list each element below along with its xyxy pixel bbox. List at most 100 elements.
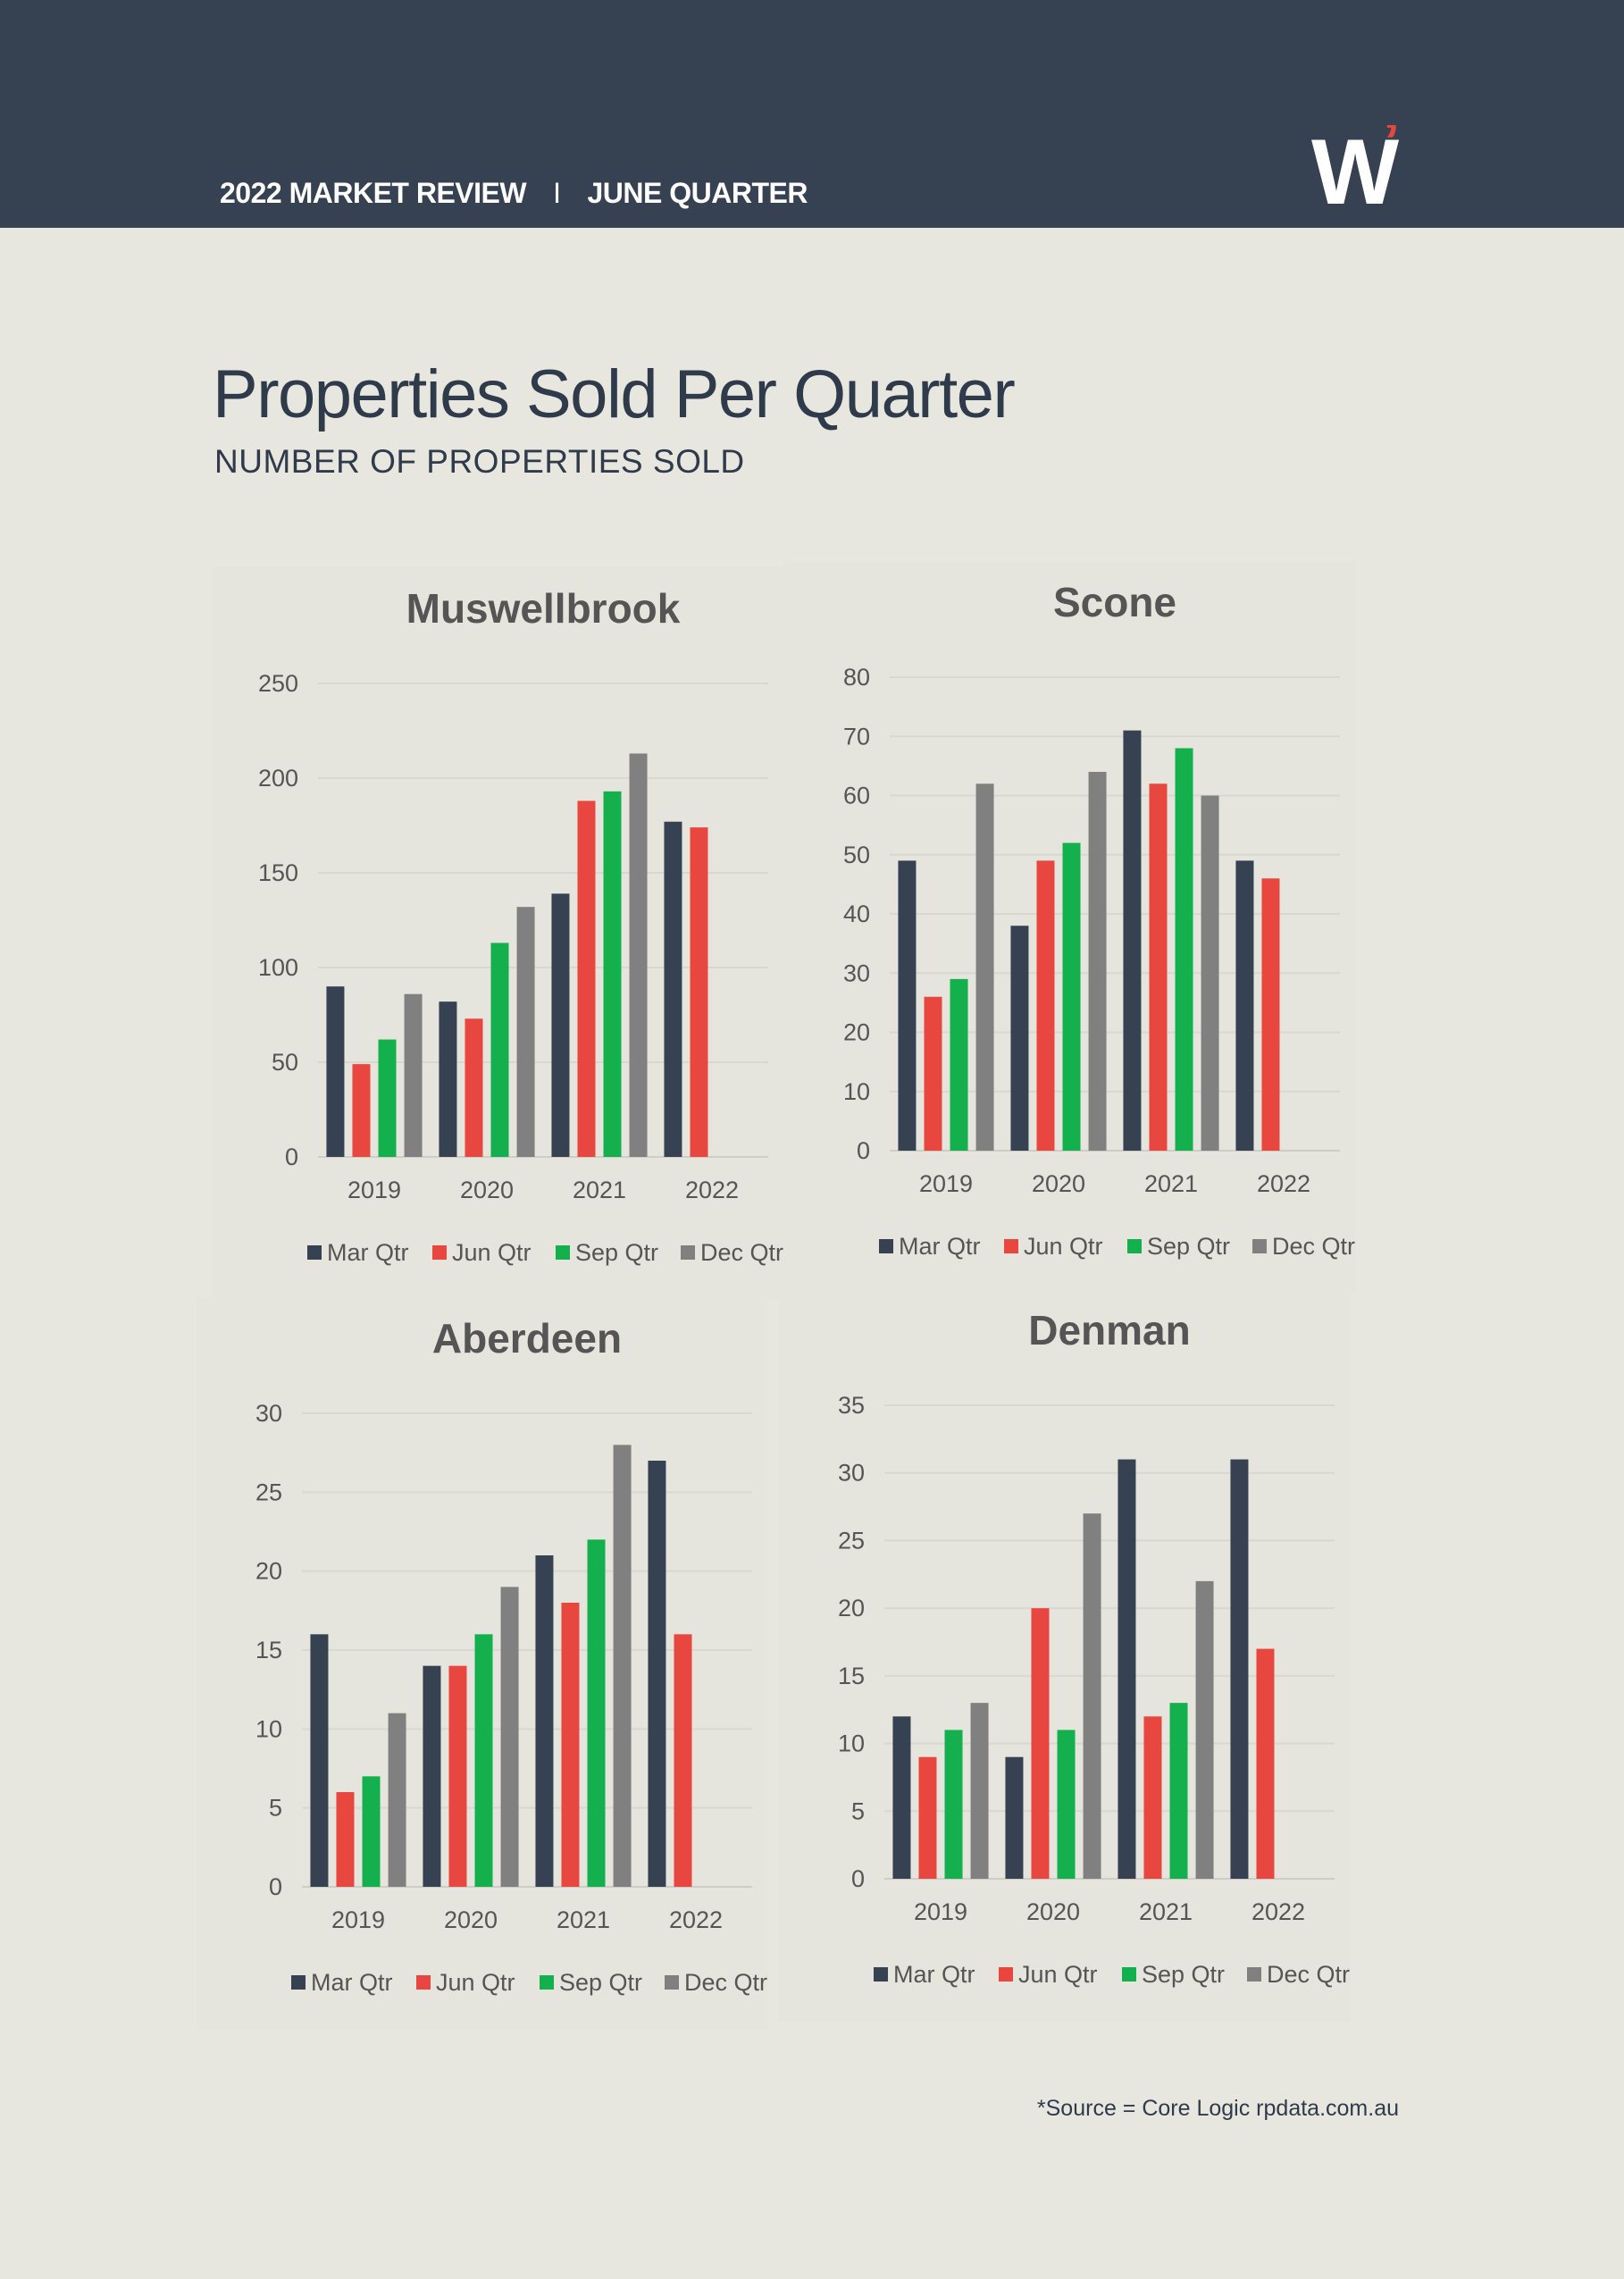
chart-muswellbrook: Muswellbrook 0 50 100 150 200 250 2019 2020 2021 2… [213,567,784,1300]
legend-swatch-sep-qtr [1122,1967,1136,1982]
y-tick-label: 50 [272,1049,298,1076]
bar-mar-qtr-2020 [1010,926,1029,1151]
legend-label: Dec Qtr [684,1969,767,1996]
legend-swatch-dec-qtr [1247,1967,1261,1982]
bar-jun-qtr-2022 [1261,878,1280,1151]
legend-swatch-jun-qtr [432,1245,447,1260]
bar-dec-qtr-2021 [1201,795,1219,1151]
bar-mar-qtr-2020 [439,1001,457,1157]
bar-jun-qtr-2019 [924,996,942,1151]
y-tick-label: 100 [258,954,298,981]
bar-dec-qtr-2019 [970,1703,989,1879]
legend-label: Sep Qtr [1147,1233,1230,1260]
bar-jun-qtr-2019 [918,1756,937,1879]
legend-swatch-dec-qtr [665,1975,679,1990]
bar-mar-qtr-2020 [1005,1756,1024,1879]
brand-logo-icon: W ’ [1311,125,1400,214]
y-tick-label: 60 [843,783,870,809]
bar-mar-qtr-2021 [1123,730,1142,1151]
y-tick-label: 0 [285,1144,298,1170]
report-name: 2022 MARKET REVIEW [220,177,527,209]
y-tick-label: 15 [838,1663,865,1689]
x-tick-label: 2020 [1026,1898,1080,1925]
bar-dec-qtr-2020 [1088,772,1107,1151]
bar-dec-qtr-2019 [388,1713,406,1887]
y-tick-label: 20 [838,1595,865,1621]
bar-dec-qtr-2019 [404,993,423,1157]
legend-label: Mar Qtr [899,1233,981,1260]
legend-label: Mar Qtr [327,1239,409,1266]
x-tick-label: 2021 [1139,1898,1193,1925]
scone-chart-title: Scone [1053,579,1176,625]
y-tick-label: 0 [857,1137,870,1164]
bar-jun-qtr-2020 [1031,1608,1050,1879]
denman-chart-title: Denman [1028,1307,1190,1353]
y-tick-label: 20 [843,1019,870,1046]
x-tick-label: 2021 [1144,1170,1198,1197]
x-tick-label: 2020 [1032,1170,1085,1197]
bar-mar-qtr-2022 [664,821,682,1157]
bar-jun-qtr-2020 [448,1665,467,1887]
x-tick-label: 2022 [1257,1170,1310,1197]
bar-sep-qtr-2020 [474,1634,493,1887]
bar-jun-qtr-2021 [561,1603,580,1887]
y-tick-label: 150 [258,859,298,886]
bar-sep-qtr-2020 [490,943,509,1157]
chart-aberdeen: Aberdeen 0 5 10 15 20 25 30 2019 2020 2021 2022 Mar … [197,1297,768,2030]
legend-swatch-dec-qtr [681,1245,695,1260]
legend-label: Mar Qtr [311,1969,393,1996]
y-tick-label: 30 [838,1460,865,1487]
x-tick-label: 2021 [573,1177,626,1203]
y-tick-label: 5 [269,1795,282,1822]
y-tick-label: 30 [255,1400,282,1427]
y-tick-label: 0 [851,1865,865,1892]
bar-jun-qtr-2021 [577,800,596,1157]
legend-label: Jun Qtr [1018,1961,1098,1988]
x-tick-label: 2019 [331,1906,385,1933]
y-tick-label: 25 [838,1527,865,1554]
y-tick-label: 80 [843,664,870,691]
page-subtitle: NUMBER OF PROPERTIES SOLD [214,443,745,480]
bar-jun-qtr-2021 [1149,783,1168,1151]
bar-jun-qtr-2021 [1143,1716,1162,1879]
bar-dec-qtr-2020 [516,907,535,1157]
y-tick-label: 200 [258,765,298,792]
bar-jun-qtr-2019 [336,1792,355,1887]
legend-swatch-sep-qtr [540,1975,554,1990]
chart-muswellbrook-svg: Muswellbrook 0 50 100 150 200 250 2019 2020 2021 2… [258,585,783,1266]
x-tick-label: 2022 [685,1177,739,1203]
bar-sep-qtr-2021 [1175,748,1193,1151]
bar-jun-qtr-2022 [1256,1648,1275,1879]
legend-label: Sep Qtr [575,1239,658,1266]
bar-sep-qtr-2019 [378,1039,397,1157]
x-tick-label: 2019 [919,1170,973,1197]
bar-dec-qtr-2021 [613,1445,632,1887]
bar-mar-qtr-2021 [551,893,570,1157]
legend-label: Sep Qtr [559,1969,642,1996]
bar-jun-qtr-2019 [352,1064,371,1157]
x-tick-label: 2019 [347,1177,401,1203]
bar-sep-qtr-2019 [944,1730,963,1879]
logo-letter: W [1311,125,1400,214]
bar-jun-qtr-2020 [465,1018,483,1157]
chart-scone: Scone 0 10 20 30 40 50 60 70 80 2019 2020 2021 2022 Ma… [784,561,1356,1294]
legend-label: Dec Qtr [1267,1961,1350,1988]
y-tick-label: 5 [851,1797,865,1824]
bar-jun-qtr-2022 [690,827,708,1157]
bar-mar-qtr-2019 [898,860,917,1151]
x-tick-label: 2021 [557,1906,610,1933]
bar-mar-qtr-2020 [423,1665,441,1887]
bar-sep-qtr-2021 [587,1539,606,1887]
y-tick-label: 40 [843,901,870,927]
bar-mar-qtr-2019 [892,1716,911,1879]
legend-swatch-jun-qtr [1004,1239,1018,1253]
legend-label: Sep Qtr [1142,1961,1225,1988]
x-tick-label: 2019 [914,1898,967,1925]
chart-denman: Denman 0 5 10 15 20 25 30 35 2019 2020 2021 2022 Mar … [779,1289,1351,2022]
bar-dec-qtr-2020 [1083,1513,1101,1879]
y-tick-label: 10 [838,1730,865,1757]
legend-label: Dec Qtr [700,1239,783,1266]
bar-sep-qtr-2020 [1062,842,1081,1151]
bar-sep-qtr-2020 [1057,1730,1076,1879]
chart-scone-svg: Scone 0 10 20 30 40 50 60 70 80 2019 2020 2021 2022 Ma… [843,579,1355,1260]
